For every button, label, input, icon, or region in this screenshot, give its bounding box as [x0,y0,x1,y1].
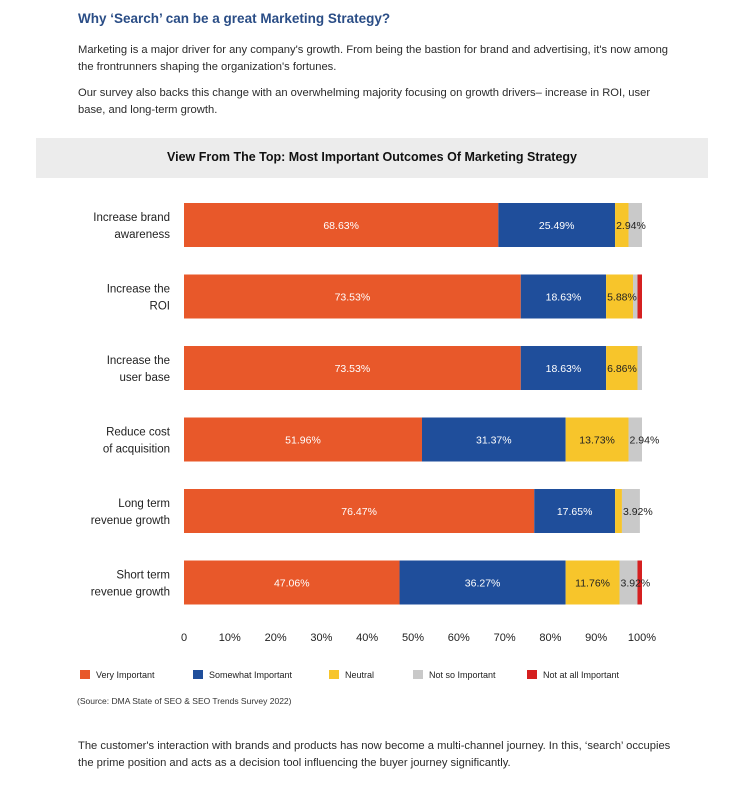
data-label: 2.94% [630,435,660,447]
x-tick-label: 80% [539,632,561,644]
legend-swatch [527,670,537,679]
x-tick-label: 40% [356,632,378,644]
legend-swatch [329,670,339,679]
data-label: 68.63% [323,220,359,232]
bar-segment [520,274,607,319]
bar-segment [520,346,607,390]
source-note: (Source: DMA State of SEO & SEO Trends S… [77,696,292,706]
bar-segment [615,489,622,533]
survey-paragraph: Our survey also backs this change with a… [78,87,651,116]
bar-segment [534,489,616,533]
legend-swatch [413,670,423,679]
legend-swatch [193,670,203,679]
bar-segment [621,489,640,533]
bar-segment [498,203,616,247]
data-label: 18.63% [546,363,582,375]
category-label: ROI [150,301,170,313]
data-label: 73.53% [335,363,371,375]
data-label: 73.53% [335,292,371,304]
category-label: awareness [114,229,170,241]
data-label: 3.92% [623,506,653,518]
x-tick-label: 50% [402,632,424,644]
category-label: Reduce cost [106,427,171,439]
bar-segment [399,560,566,605]
data-label: 5.88% [607,292,637,304]
x-tick-label: 0 [181,632,187,644]
legend-label: Very Important [96,670,155,680]
data-label: 13.73% [579,435,615,447]
x-tick-label: 100% [628,632,656,644]
legend-label: Neutral [345,670,374,680]
bar-segment [565,417,629,462]
x-tick-label: 90% [585,632,607,644]
data-label: 31.37% [476,435,512,447]
bar-segment [628,417,642,462]
bar-segment [184,417,422,462]
data-label: 18.63% [546,292,582,304]
bar-segment [615,203,629,247]
legend-label: Not so Important [429,670,496,680]
chart-title: View From The Top: Most Important Outcom… [167,150,577,164]
article-heading: Why ‘Search’ can be a great Marketing St… [78,11,391,26]
bar-segment [628,203,642,247]
bar-segment [421,417,566,462]
data-label: 76.47% [341,506,377,518]
x-tick-label: 20% [265,632,287,644]
data-label: 36.27% [465,578,501,590]
category-label: revenue growth [91,587,170,599]
bar-segment [637,274,642,319]
data-label: 51.96% [285,435,321,447]
x-tick-label: 10% [219,632,241,644]
category-label: of acquisition [103,444,170,456]
bar-segment [637,346,642,390]
legend-swatch [80,670,90,679]
x-tick-label: 30% [310,632,332,644]
data-label: 25.49% [539,220,575,232]
data-label: 6.86% [607,363,637,375]
category-label: revenue growth [91,515,170,527]
legend-label: Somewhat Important [209,670,293,680]
data-label: 47.06% [274,578,310,590]
bar-segment [184,203,499,247]
category-label: Increase the [107,284,170,296]
bar-segment [184,346,521,390]
intro-paragraph: Marketing is a major driver for any comp… [78,44,669,73]
bar-segment [184,489,535,533]
category-label: Short term [116,570,170,582]
legend-label: Not at all Important [543,670,620,680]
bar-segment [606,274,634,319]
x-tick-label: 60% [448,632,470,644]
x-tick-label: 70% [494,632,516,644]
category-label: Increase the [107,355,170,367]
category-label: Long term [118,498,170,510]
bar-segment [633,274,638,319]
data-label: 17.65% [557,506,593,518]
data-label: 11.76% [575,578,610,590]
data-label: 3.92% [621,578,651,590]
bar-segment [619,560,638,605]
bar-segment [637,560,642,605]
bar-segment [184,274,521,319]
chart-title-band: View From The Top: Most Important Outcom… [36,138,708,178]
data-label: 2.94% [616,220,646,232]
footer-paragraph: The customer's interaction with brands a… [78,740,671,769]
bar-segment [184,560,400,605]
category-label: user base [119,372,170,384]
category-label: Increase brand [93,212,170,224]
stacked-bar-chart: Increase brand awareness 68.63% 25.49% 2.94%… [80,203,660,680]
bar-segment [606,346,638,390]
bar-segment [565,560,620,605]
